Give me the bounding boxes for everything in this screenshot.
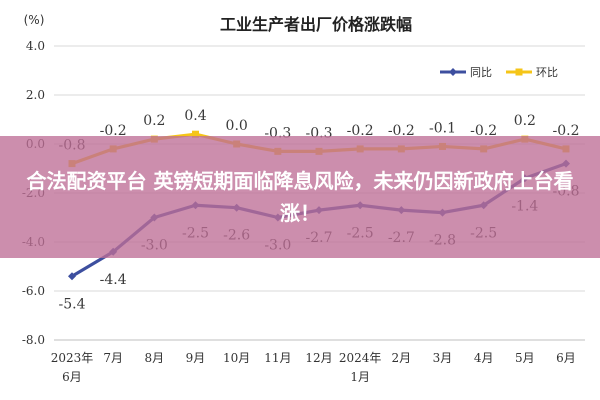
legend-label: 环比 bbox=[536, 66, 558, 79]
x-tick-line: 8月 bbox=[145, 351, 165, 365]
x-tick-label: 3月 bbox=[433, 351, 453, 365]
x-tick-label: 2023年 6月 bbox=[51, 351, 94, 384]
x-tick-label: 2月 bbox=[392, 351, 412, 365]
x-tick-label: 10月 bbox=[223, 351, 250, 365]
series-point bbox=[68, 272, 76, 281]
x-tick-line: 2月 bbox=[392, 351, 412, 365]
x-tick-line: 12月 bbox=[305, 351, 332, 365]
legend-label: 同比 bbox=[470, 66, 492, 79]
x-tick-line: 5月 bbox=[515, 351, 535, 365]
x-tick-label: 9月 bbox=[186, 351, 206, 365]
x-tick-line: 6月 bbox=[62, 370, 82, 384]
x-tick-line: 6月 bbox=[556, 351, 576, 365]
x-tick-line: 9月 bbox=[186, 351, 206, 365]
chart-title: 工业生产者出厂价格涨跌幅 bbox=[220, 15, 412, 34]
x-tick-label: 2024年 1月 bbox=[339, 351, 382, 384]
legend-marker bbox=[515, 68, 523, 76]
legend-marker bbox=[449, 68, 457, 76]
headline-text: 合法配资平台 英镑短期面临降息风险，未来仍因新政府上台看涨！ bbox=[26, 169, 574, 225]
data-label-mom: -0.2 bbox=[388, 123, 415, 139]
y-tick-label: -6.0 bbox=[22, 284, 45, 298]
y-unit-label: (%) bbox=[24, 13, 45, 27]
y-tick-label: 2.0 bbox=[26, 88, 45, 102]
y-tick-label: -8.0 bbox=[22, 333, 45, 347]
x-tick-label: 7月 bbox=[103, 351, 123, 365]
headline-banner: 合法配资平台 英镑短期面临降息风险，未来仍因新政府上台看涨！ bbox=[0, 136, 600, 258]
x-tick-line: 4月 bbox=[474, 351, 494, 365]
data-label-mom: -0.2 bbox=[470, 123, 497, 139]
data-label-mom: -0.2 bbox=[553, 123, 580, 139]
x-axis-ticks: 2023年 6月 7月 8月 9月 10月 11月 12月 2024年 1月 2月 3月 4月 5月 6月 bbox=[51, 351, 576, 384]
series-point bbox=[192, 130, 199, 138]
data-label-mom: 0.0 bbox=[226, 118, 248, 134]
data-label-mom: -0.2 bbox=[100, 123, 127, 139]
data-label-yoy: -4.4 bbox=[100, 272, 127, 288]
x-tick-line: 2024年 bbox=[339, 351, 382, 365]
x-tick-label: 4月 bbox=[474, 351, 494, 365]
x-tick-label: 8月 bbox=[145, 351, 165, 365]
x-tick-label: 6月 bbox=[556, 351, 576, 365]
data-label-mom: -0.2 bbox=[347, 123, 374, 139]
y-tick-label: 4.0 bbox=[26, 39, 45, 53]
data-label-mom: -0.1 bbox=[429, 120, 456, 136]
x-tick-line: 7月 bbox=[103, 351, 123, 365]
x-tick-label: 11月 bbox=[264, 351, 291, 365]
legend: 同比 环比 bbox=[440, 66, 558, 79]
data-label-yoy: -5.4 bbox=[59, 296, 86, 312]
x-tick-line: 3月 bbox=[433, 351, 453, 365]
data-label-mom: 0.2 bbox=[514, 113, 536, 129]
data-label-mom: 0.4 bbox=[184, 108, 206, 124]
x-tick-line: 2023年 bbox=[51, 351, 94, 365]
x-tick-line: 1月 bbox=[350, 370, 370, 384]
x-tick-label: 12月 bbox=[305, 351, 332, 365]
x-tick-label: 5月 bbox=[515, 351, 535, 365]
data-label-mom: 0.2 bbox=[143, 113, 165, 129]
x-tick-line: 10月 bbox=[223, 351, 250, 365]
x-tick-line: 11月 bbox=[264, 351, 291, 365]
